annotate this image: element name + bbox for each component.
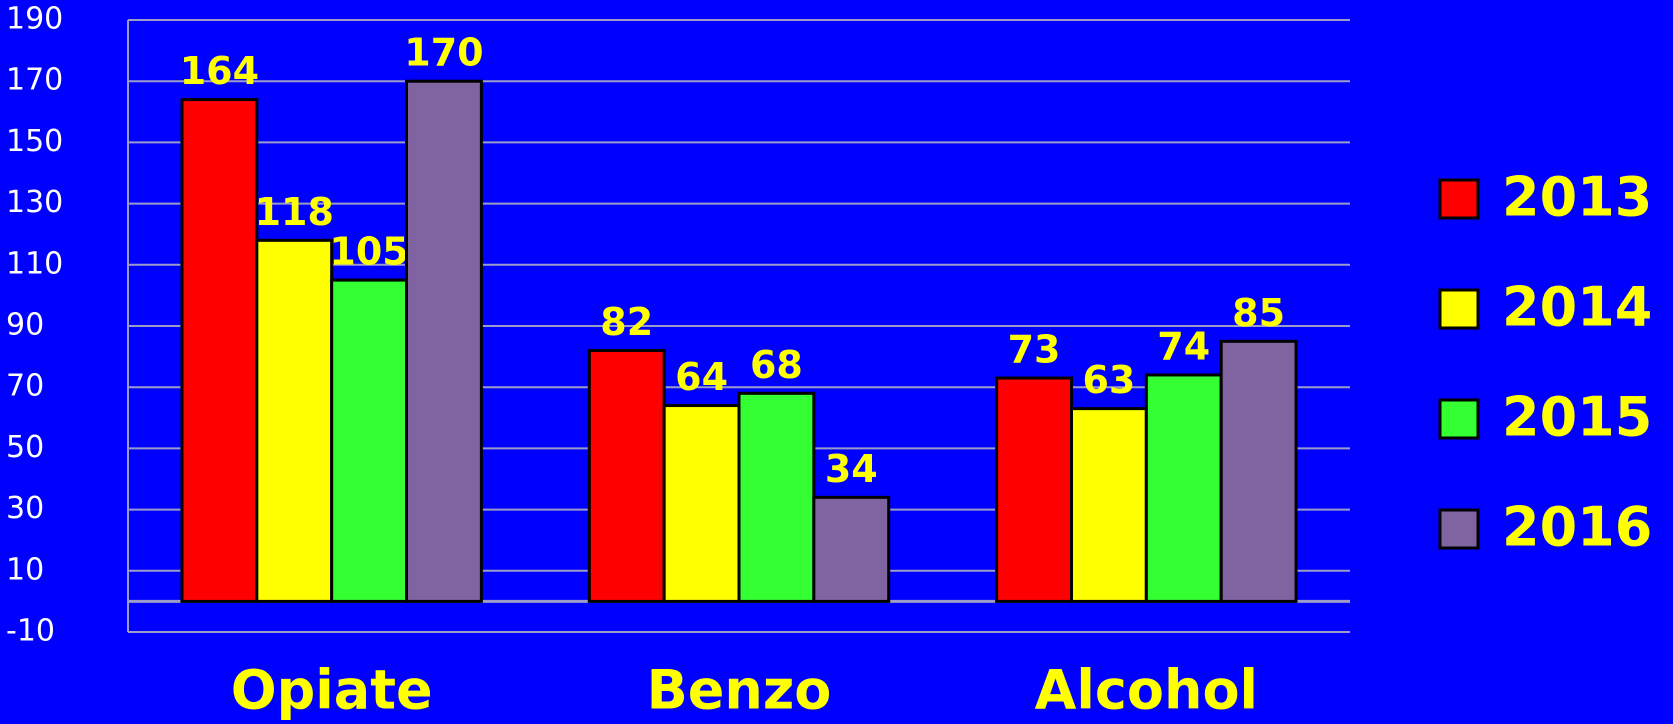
- y-tick-label: 90: [6, 308, 44, 343]
- bar: [405, 79, 483, 603]
- data-label: 34: [825, 447, 878, 491]
- y-tick-label: 110: [6, 246, 63, 281]
- data-label: 64: [675, 355, 728, 399]
- legend-swatch: [1438, 508, 1480, 550]
- y-tick-label: 10: [6, 552, 44, 587]
- y-tick-label: 150: [6, 124, 63, 159]
- bar: [662, 404, 741, 603]
- data-label: 68: [750, 343, 803, 387]
- bar: [995, 376, 1073, 603]
- bar: [1069, 407, 1148, 603]
- data-label: 105: [329, 230, 408, 274]
- x-tick-label: Opiate: [231, 659, 433, 722]
- data-label: 170: [404, 31, 483, 75]
- data-label: 85: [1232, 291, 1285, 335]
- data-label: 74: [1157, 324, 1210, 368]
- y-tick-label: 30: [6, 491, 44, 526]
- x-tick-label: Alcohol: [1035, 659, 1258, 722]
- data-label: 73: [1008, 328, 1061, 372]
- bar: [737, 391, 816, 603]
- bar: [1219, 339, 1298, 603]
- bar: [330, 278, 409, 603]
- x-tick-label: Benzo: [647, 659, 832, 722]
- y-tick-label: 50: [6, 430, 44, 465]
- bar: [587, 348, 666, 603]
- legend-swatch: [1438, 288, 1480, 330]
- data-label: 118: [255, 190, 334, 234]
- y-tick-label: 190: [6, 2, 63, 37]
- y-tick-label: 70: [6, 369, 44, 404]
- legend-swatch: [1438, 398, 1480, 440]
- bar: [1144, 373, 1223, 603]
- data-label: 164: [180, 49, 259, 93]
- y-tick-label: -10: [6, 614, 55, 649]
- bar: [255, 238, 334, 603]
- y-tick-label: 130: [6, 185, 63, 220]
- legend-label: 2016: [1502, 496, 1652, 559]
- legend-label: 2013: [1502, 166, 1652, 229]
- legend-label: 2014: [1502, 276, 1652, 339]
- y-tick-label: 170: [6, 63, 63, 98]
- legend-label: 2015: [1502, 386, 1652, 449]
- bar: [180, 98, 259, 603]
- data-label: 82: [600, 300, 653, 344]
- legend-swatch: [1438, 178, 1480, 220]
- data-label: 63: [1082, 358, 1135, 402]
- bar: [812, 495, 891, 603]
